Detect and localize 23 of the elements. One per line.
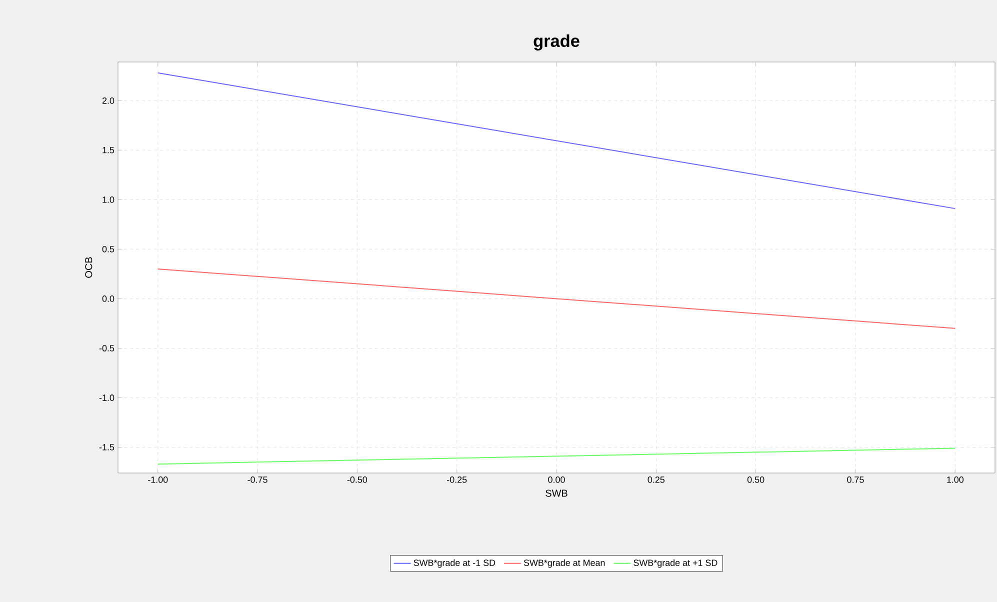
x-tick-label: 0.25 bbox=[648, 476, 665, 483]
y-tick-label: 0.0 bbox=[102, 296, 114, 302]
legend-label: SWB*grade at -1 SD bbox=[414, 559, 496, 568]
x-tick-label: 0.75 bbox=[847, 476, 864, 483]
chart-title: grade bbox=[534, 34, 580, 51]
y-tick-label: 0.5 bbox=[102, 246, 114, 252]
legend-label: SWB*grade at Mean bbox=[524, 559, 605, 568]
y-tick-label: 1.5 bbox=[102, 147, 114, 154]
x-axis-title: SWB bbox=[546, 490, 568, 497]
x-tick-label: -1.00 bbox=[148, 476, 168, 483]
x-tick-label: 1.00 bbox=[947, 476, 964, 483]
y-tick-label: 1.0 bbox=[102, 196, 114, 203]
x-tick-label: -0.50 bbox=[347, 476, 368, 483]
y-axis-title: OCB bbox=[85, 257, 92, 278]
y-tick-label: 2.0 bbox=[102, 97, 114, 104]
x-tick-label: -0.75 bbox=[248, 476, 268, 483]
legend-label: SWB*grade at +1 SD bbox=[634, 559, 718, 568]
x-tick-label: -0.25 bbox=[447, 476, 467, 483]
x-tick-label: 0.00 bbox=[548, 476, 565, 483]
y-tick-label: -1.0 bbox=[99, 394, 114, 401]
y-tick-label: -0.5 bbox=[99, 345, 114, 352]
y-tick-label: -1.5 bbox=[99, 444, 114, 450]
x-tick-label: 0.50 bbox=[747, 476, 764, 483]
